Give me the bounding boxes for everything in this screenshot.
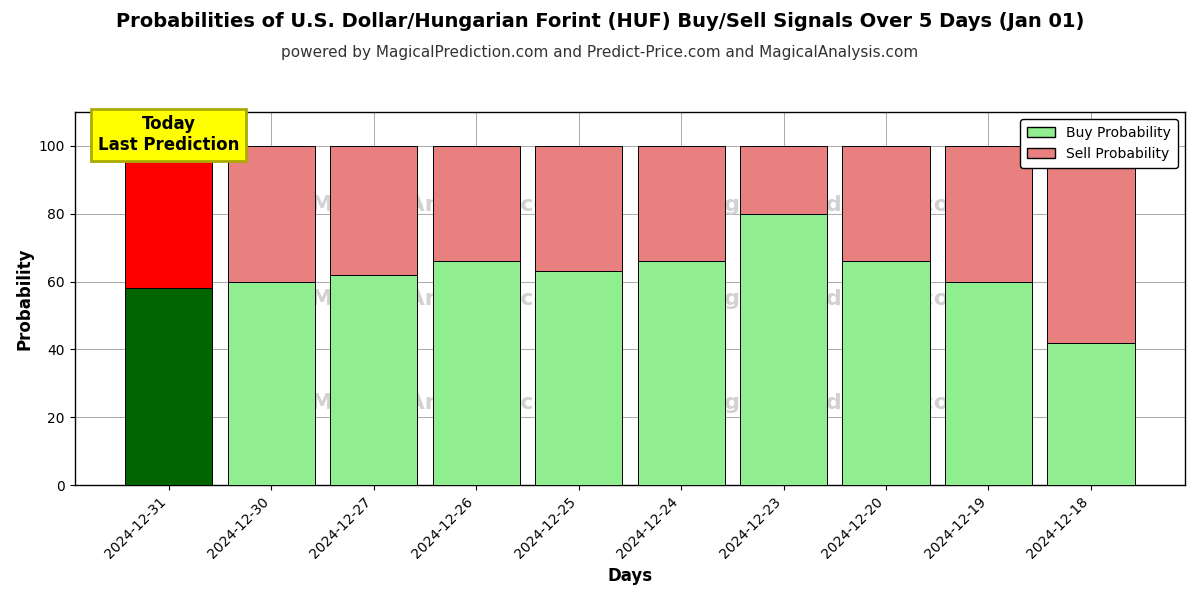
Text: MagicalPrediction.com: MagicalPrediction.com xyxy=(688,393,972,413)
Text: MagicalAnalysis.com: MagicalAnalysis.com xyxy=(311,195,571,215)
Bar xyxy=(228,146,314,281)
Bar xyxy=(842,146,930,261)
Bar xyxy=(740,214,827,485)
Bar xyxy=(535,146,622,271)
Text: MagicalAnalysis.com: MagicalAnalysis.com xyxy=(311,393,571,413)
Bar xyxy=(944,146,1032,281)
Y-axis label: Probability: Probability xyxy=(16,247,34,350)
Text: powered by MagicalPrediction.com and Predict-Price.com and MagicalAnalysis.com: powered by MagicalPrediction.com and Pre… xyxy=(281,45,919,60)
Bar xyxy=(432,261,520,485)
Bar xyxy=(740,146,827,214)
Bar xyxy=(125,289,212,485)
Bar xyxy=(535,271,622,485)
Text: MagicalAnalysis.com: MagicalAnalysis.com xyxy=(311,289,571,308)
Bar xyxy=(330,275,418,485)
Bar xyxy=(637,146,725,261)
Bar xyxy=(228,281,314,485)
Bar xyxy=(1048,146,1134,343)
Bar xyxy=(944,281,1032,485)
Bar xyxy=(432,146,520,261)
X-axis label: Days: Days xyxy=(607,567,653,585)
Text: Probabilities of U.S. Dollar/Hungarian Forint (HUF) Buy/Sell Signals Over 5 Days: Probabilities of U.S. Dollar/Hungarian F… xyxy=(116,12,1084,31)
Bar xyxy=(637,261,725,485)
Text: MagicalPrediction.com: MagicalPrediction.com xyxy=(688,195,972,215)
Legend: Buy Probability, Sell Probability: Buy Probability, Sell Probability xyxy=(1020,119,1178,168)
Text: MagicalPrediction.com: MagicalPrediction.com xyxy=(688,289,972,308)
Bar xyxy=(1048,343,1134,485)
Bar xyxy=(125,146,212,289)
Bar xyxy=(330,146,418,275)
Text: Today
Last Prediction: Today Last Prediction xyxy=(98,115,239,154)
Bar xyxy=(842,261,930,485)
